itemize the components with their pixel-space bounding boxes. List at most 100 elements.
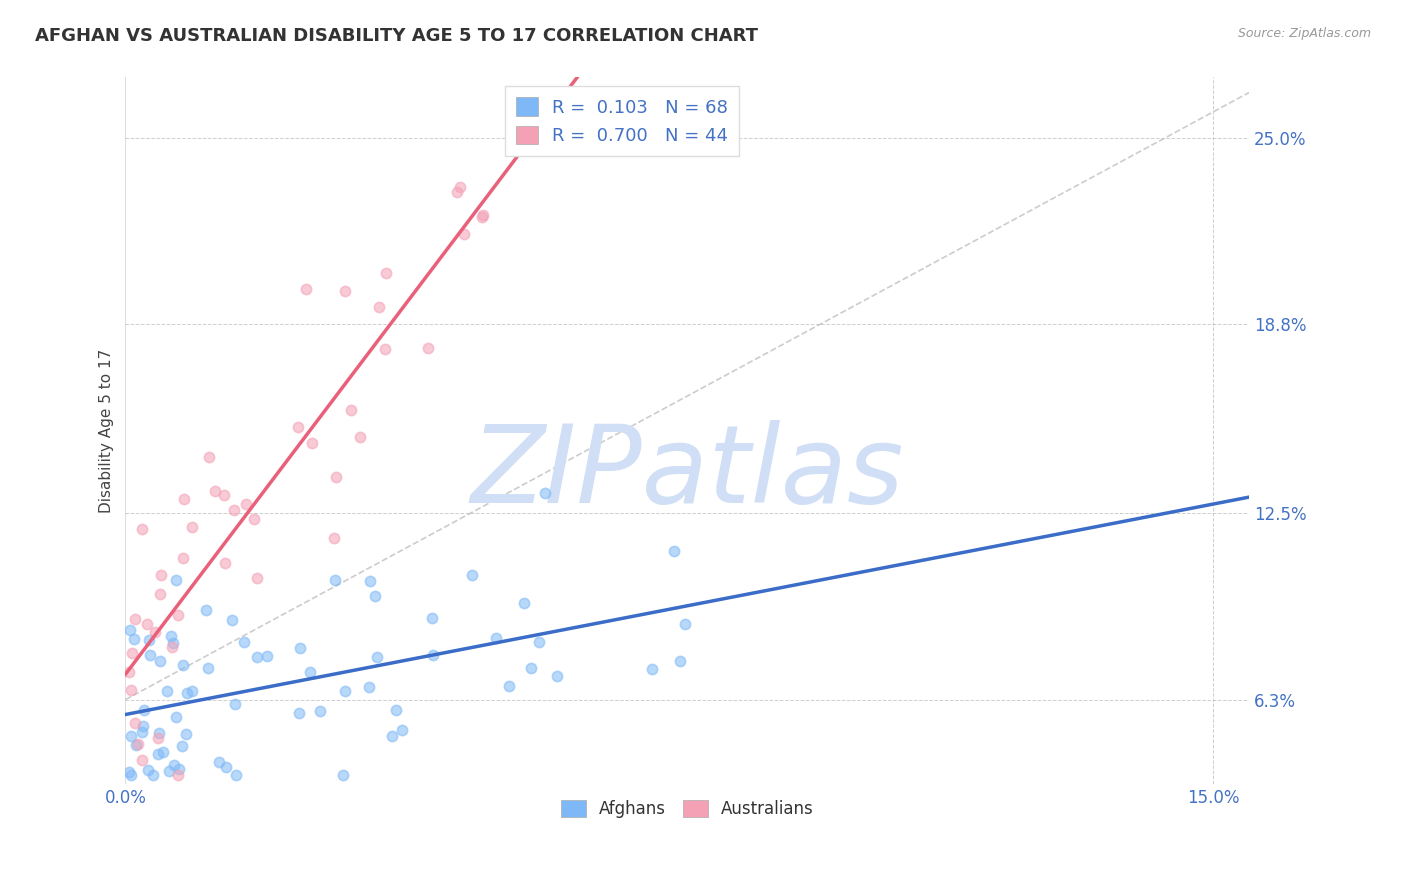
Point [641,662,664,676]
Point [197,661,219,675]
Point [152,745,174,759]
Point [174,726,197,740]
Point [181,520,204,534]
Point [222,503,245,517]
Point [160,640,183,654]
Point [246,649,269,664]
Point [420,611,443,625]
Point [288,706,311,721]
Point [461,568,484,582]
Point [235,497,257,511]
Point [136,763,159,777]
Point [323,573,346,587]
Point [391,723,413,737]
Point [131,725,153,739]
Point [232,635,254,649]
Point [120,768,142,782]
Point [149,587,172,601]
Point [173,492,195,507]
Point [333,684,356,698]
Point [131,753,153,767]
Point [120,683,142,698]
Point [148,726,170,740]
Point [121,646,143,660]
Point [118,765,141,780]
Point [194,603,217,617]
Point [384,702,406,716]
Point [546,669,568,683]
Text: ZIPatlas: ZIPatlas [471,420,904,525]
Point [197,450,219,464]
Point [143,625,166,640]
Point [138,633,160,648]
Point [363,590,385,604]
Text: Source: ZipAtlas.com: Source: ZipAtlas.com [1237,27,1371,40]
Point [131,522,153,536]
Point [157,764,180,778]
Point [208,756,231,770]
Point [172,657,194,672]
Point [122,632,145,646]
Point [135,617,157,632]
Point [527,635,550,649]
Point [221,614,243,628]
Point [134,702,156,716]
Point [243,512,266,526]
Point [165,573,187,587]
Point [359,680,381,694]
Point [167,608,190,623]
Point [308,704,330,718]
Point [124,716,146,731]
Point [333,284,356,298]
Point [125,739,148,753]
Point [162,636,184,650]
Point [170,739,193,754]
Point [453,227,475,241]
Y-axis label: Disability Age 5 to 17: Disability Age 5 to 17 [100,349,114,513]
Point [148,747,170,761]
Point [288,640,311,655]
Point [374,342,396,356]
Point [214,557,236,571]
Point [204,484,226,499]
Point [472,208,495,222]
Point [332,768,354,782]
Point [256,648,278,663]
Point [181,683,204,698]
Point [422,648,444,662]
Point [120,623,142,637]
Point [166,768,188,782]
Point [176,686,198,700]
Point [416,342,439,356]
Point [172,550,194,565]
Point [167,763,190,777]
Point [139,648,162,663]
Point [349,429,371,443]
Point [132,719,155,733]
Point [359,574,381,589]
Point [146,731,169,746]
Point [245,571,267,585]
Point [513,596,536,610]
Point [374,266,396,280]
Point [669,655,692,669]
Point [298,665,321,680]
Legend: Afghans, Australians: Afghans, Australians [554,793,821,825]
Point [485,632,508,646]
Point [212,488,235,502]
Point [520,661,543,675]
Point [449,180,471,194]
Point [322,532,344,546]
Point [156,684,179,698]
Point [120,729,142,743]
Point [215,760,238,774]
Point [149,654,172,668]
Point [366,649,388,664]
Point [160,629,183,643]
Point [381,729,404,743]
Point [142,768,165,782]
Point [471,210,494,224]
Point [498,679,520,693]
Point [150,568,173,582]
Text: AFGHAN VS AUSTRALIAN DISABILITY AGE 5 TO 17 CORRELATION CHART: AFGHAN VS AUSTRALIAN DISABILITY AGE 5 TO… [35,27,758,45]
